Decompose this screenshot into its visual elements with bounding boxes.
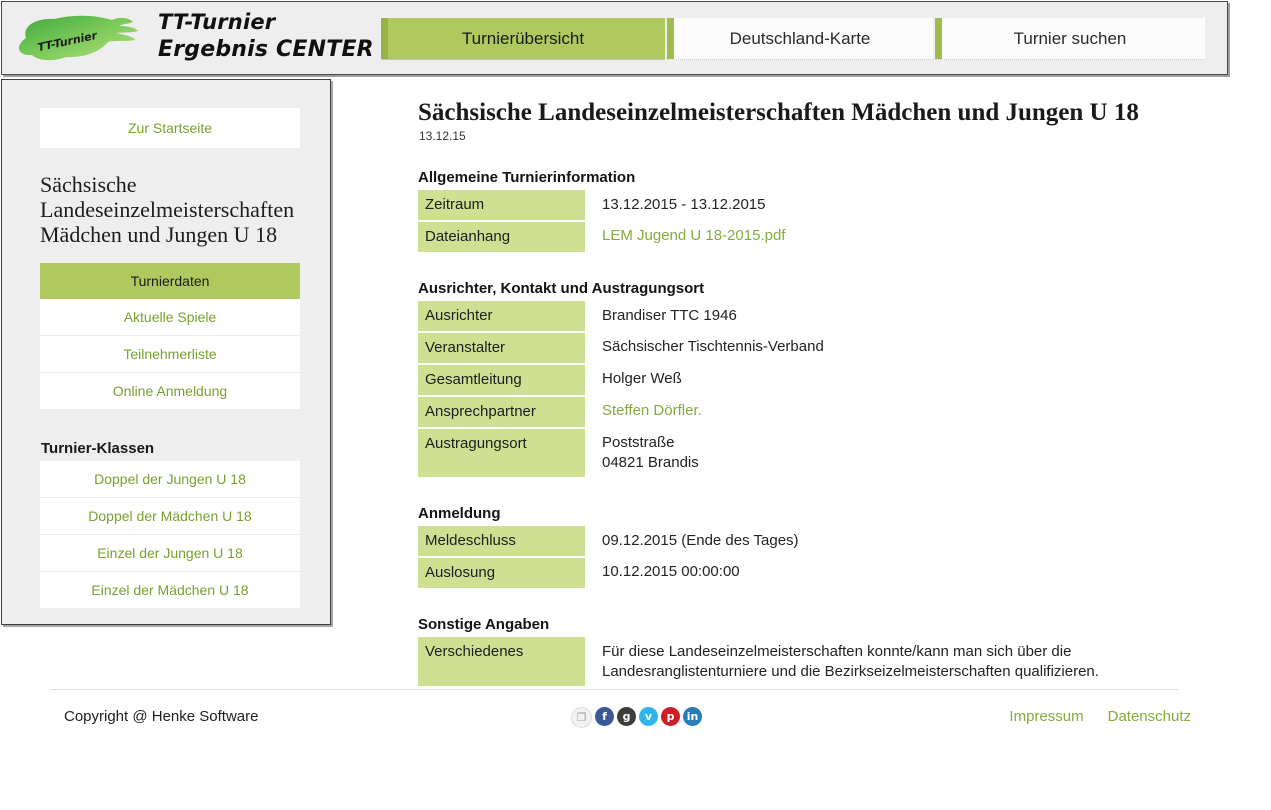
section-heading-sonstige: Sonstige Angaben: [418, 616, 550, 633]
sidebar-home-label: Zur Startseite: [127, 120, 213, 136]
row-value: Poststraße 04821 Brandis: [602, 434, 699, 471]
row-key: Meldeschluss: [418, 526, 585, 558]
main-nav-tabs: Turnierübersicht Deutschland-Karte Turni…: [381, 18, 1205, 60]
row-value: Steffen Dörfler.: [585, 396, 1178, 428]
sidebar-classes-group: Doppel der Jungen U 18 Doppel der Mädche…: [40, 461, 300, 609]
row-value: Sächsischer Tischtennis-Verband: [602, 338, 824, 355]
row-key: Veranstalter: [418, 332, 585, 365]
sidebar-item-label: Turnierdaten: [130, 273, 210, 289]
row-key: Ansprechpartner: [418, 396, 585, 429]
sidebar-item-label: Online Anmeldung: [112, 383, 228, 399]
sidebar-class-einzel-maedchen[interactable]: Einzel der Mädchen U 18: [40, 572, 300, 609]
footer-link-datenschutz[interactable]: Datenschutz: [1107, 708, 1191, 725]
tab-deutschland-karte[interactable]: Deutschland-Karte: [667, 18, 933, 60]
site-header: TT-Turnier TT-Turnier Ergebnis CENTER Tu…: [1, 1, 1228, 75]
row-key: Dateianhang: [418, 221, 585, 254]
row-key: Gesamtleitung: [418, 364, 585, 397]
table-row: Austragungsort Poststraße 04821 Brandis: [418, 428, 1178, 479]
sidebar-class-einzel-jungen[interactable]: Einzel der Jungen U 18: [40, 535, 300, 572]
row-key: Zeitraum: [418, 190, 585, 222]
table-row: Verschiedenes Für diese Landeseinzelmeis…: [418, 637, 1178, 688]
row-value: LEM Jugend U 18-2015.pdf: [585, 221, 1178, 253]
tab-label: Deutschland-Karte: [729, 28, 871, 48]
sidebar-classes-heading: Turnier-Klassen: [41, 440, 155, 457]
sidebar-item-home[interactable]: Zur Startseite: [40, 108, 300, 148]
info-table-allgemein: Zeitraum 13.12.2015 - 13.12.2015 Dateian…: [418, 190, 1178, 254]
section-heading-anmeldung: Anmeldung: [418, 505, 501, 522]
pinterest-icon[interactable]: р: [661, 707, 680, 726]
table-row: Zeitraum 13.12.2015 - 13.12.2015: [418, 190, 1178, 222]
twitter-icon[interactable]: ᴠ: [639, 707, 658, 726]
sidebar-item-label: Teilnehmerliste: [123, 346, 217, 362]
info-table-ausrichter: Ausrichter Brandiser TTC 1946 Veranstalt…: [418, 301, 1178, 479]
table-row: Ausrichter Brandiser TTC 1946: [418, 301, 1178, 333]
sidebar-item-online-anmeldung[interactable]: Online Anmeldung: [40, 373, 300, 410]
row-value: 10.12.2015 00:00:00: [602, 563, 740, 580]
row-key: Verschiedenes: [418, 637, 585, 688]
row-value: Holger Weß: [602, 370, 682, 387]
section-heading-allgemein: Allgemeine Turnierinformation: [418, 169, 636, 186]
site-logo[interactable]: TT-Turnier TT-Turnier Ergebnis CENTER: [10, 6, 374, 72]
sidebar-class-doppel-maedchen[interactable]: Doppel der Mädchen U 18: [40, 498, 300, 535]
googleplus-icon[interactable]: g: [617, 707, 636, 726]
footer-link-impressum[interactable]: Impressum: [1009, 708, 1084, 725]
linkedin-icon[interactable]: in: [683, 707, 702, 726]
table-row: Auslosung 10.12.2015 00:00:00: [418, 557, 1178, 590]
copyright-text: Copyright @ Henke Software: [64, 708, 259, 725]
section-heading-ausrichter: Ausrichter, Kontakt und Austragungsort: [418, 280, 705, 297]
logo-brush-icon: TT-Turnier: [18, 15, 138, 61]
sidebar-item-aktuelle-spiele[interactable]: Aktuelle Spiele: [40, 299, 300, 336]
sidebar-nav-group: Turnierdaten Aktuelle Spiele Teilnehmerl…: [40, 263, 300, 410]
sidebar-item-label: Einzel der Jungen U 18: [97, 545, 243, 561]
logo-wordmark: TT-Turnier Ergebnis CENTER: [158, 8, 374, 64]
table-row: Veranstalter Sächsischer Tischtennis-Ver…: [418, 332, 1178, 365]
sidebar-item-label: Doppel der Mädchen U 18: [88, 508, 252, 524]
row-key: Auslosung: [418, 557, 585, 590]
info-table-anmeldung: Meldeschluss 09.12.2015 (Ende des Tages)…: [418, 526, 1178, 590]
table-row: Ansprechpartner Steffen Dörfler.: [418, 396, 1178, 429]
footer-links: Impressum Datenschutz: [1009, 708, 1191, 725]
sidebar-item-teilnehmerliste[interactable]: Teilnehmerliste: [40, 336, 300, 373]
tab-turnier-suchen[interactable]: Turnier suchen: [935, 18, 1205, 60]
sidebar-item-turnierdaten[interactable]: Turnierdaten: [40, 263, 300, 299]
logo-line-1: TT-Turnier: [158, 10, 276, 34]
share-icon[interactable]: ❐: [571, 707, 592, 728]
row-value: Brandiser TTC 1946: [602, 307, 737, 324]
social-icon-bar: ❐ f g ᴠ р in: [571, 707, 702, 728]
tab-label: Turnierübersicht: [461, 28, 585, 48]
page-title: Sächsische Landeseinzelmeisterschaften M…: [418, 99, 1139, 126]
table-row: Gesamtleitung Holger Weß: [418, 364, 1178, 397]
footer-divider: [50, 689, 1178, 690]
table-row: Meldeschluss 09.12.2015 (Ende des Tages): [418, 526, 1178, 558]
table-row: Dateianhang LEM Jugend U 18-2015.pdf: [418, 221, 1178, 254]
tab-turnieruebersicht[interactable]: Turnierübersicht: [381, 18, 665, 60]
sidebar-class-doppel-jungen[interactable]: Doppel der Jungen U 18: [40, 461, 300, 498]
sidebar-item-label: Doppel der Jungen U 18: [94, 471, 246, 487]
row-value: Für diese Landeseinzelmeisterschaften ko…: [602, 643, 1099, 680]
tab-label: Turnier suchen: [1013, 28, 1127, 48]
row-key: Ausrichter: [418, 301, 585, 333]
sidebar-item-label: Aktuelle Spiele: [123, 309, 217, 325]
main-content: Sächsische Landeseinzelmeisterschaften M…: [418, 98, 1178, 688]
sidebar-item-label: Einzel der Mädchen U 18: [91, 582, 249, 598]
site-footer: Copyright @ Henke Software ❐ f g ᴠ р in …: [0, 704, 1271, 736]
contact-person-link[interactable]: Steffen Dörfler.: [602, 402, 702, 419]
row-value: 13.12.2015 - 13.12.2015: [602, 196, 766, 213]
page-subtitle-date: 13.12.15: [419, 129, 466, 143]
attachment-link[interactable]: LEM Jugend U 18-2015.pdf: [602, 227, 786, 244]
sidebar: Zur Startseite Sächsische Landeseinzelme…: [1, 79, 331, 625]
sidebar-tournament-title: Sächsische Landeseinzelmeisterschaften M…: [40, 172, 295, 247]
facebook-icon[interactable]: f: [595, 707, 614, 726]
row-key: Austragungsort: [418, 428, 585, 479]
logo-line-2: Ergebnis CENTER: [158, 37, 374, 62]
row-value: 09.12.2015 (Ende des Tages): [602, 532, 799, 549]
info-table-sonstige: Verschiedenes Für diese Landeseinzelmeis…: [418, 637, 1178, 688]
